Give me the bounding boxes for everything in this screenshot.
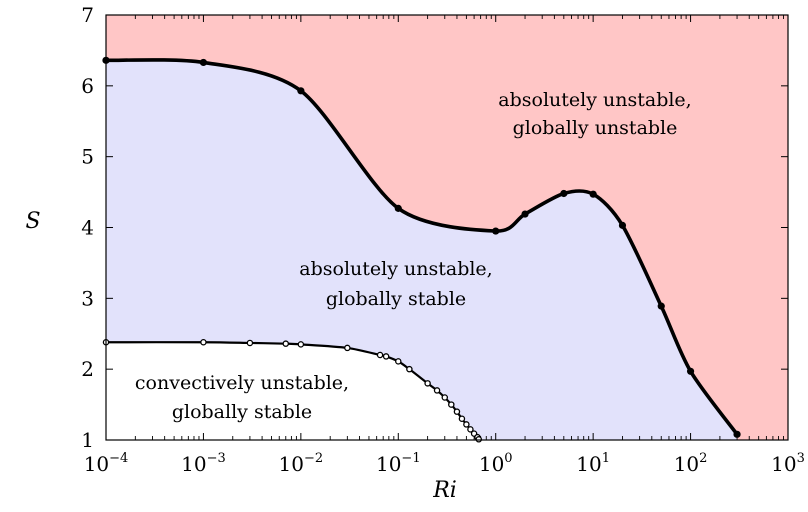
upper-data-point (560, 189, 568, 198)
x-tick-exponent: 2 (699, 451, 707, 466)
x-tick-exponent: −4 (109, 451, 128, 466)
x-tick-label: 10−1 (376, 451, 421, 476)
lower-data-point (395, 358, 402, 365)
x-tick-exponent: 1 (602, 451, 610, 466)
axis-ticks (105, 14, 789, 441)
region-convective-fill (106, 342, 479, 440)
lower-data-point (246, 339, 254, 347)
x-tick-base: 10 (771, 452, 796, 476)
y-tick-label: 7 (81, 3, 94, 27)
x-tick-exponent: 3 (797, 451, 805, 466)
lower-data-point (448, 401, 455, 408)
lower-data-point (382, 353, 390, 360)
lower-data-point (424, 380, 431, 387)
upper-data-point (618, 221, 627, 229)
upper-data-point (297, 87, 305, 95)
upper-data-point (521, 210, 529, 218)
y-tick-label: 5 (81, 145, 94, 169)
x-tick-base: 10 (479, 452, 504, 476)
upper-data-point (492, 227, 500, 235)
lower-data-point (441, 394, 449, 401)
lower-data-point (467, 426, 474, 433)
y-tick-label: 2 (81, 357, 94, 381)
lower-data-point (282, 340, 290, 347)
region-label-convective-line1: convectively unstable, (135, 372, 349, 394)
lower-data-point (297, 341, 305, 348)
x-tick-base: 10 (84, 452, 109, 476)
lower-data-point (475, 436, 483, 443)
data-markers (102, 56, 741, 443)
lower-data-point (433, 387, 441, 394)
x-tick-base: 10 (181, 452, 206, 476)
upper-data-point (657, 302, 665, 310)
region-label-convective-line2: globally stable (172, 401, 312, 423)
lower-data-point (458, 415, 466, 422)
lower-data-point (344, 344, 351, 352)
upper-data-point (589, 190, 597, 198)
upper-data-point (394, 204, 402, 212)
x-tick-base: 10 (376, 452, 401, 476)
x-axis-title: Ri (432, 478, 457, 503)
lower-data-point (453, 408, 461, 415)
x-tick-label: 102 (674, 451, 708, 476)
x-tick-label: 10−3 (181, 451, 226, 476)
region-label-stable-line2: globally stable (326, 288, 466, 310)
x-tick-label: 10−4 (84, 451, 129, 476)
y-tick-label: 3 (81, 286, 94, 310)
x-tick-base: 10 (674, 452, 699, 476)
y-tick-label: 6 (81, 74, 94, 98)
upper-data-point (733, 430, 741, 438)
x-tick-base: 10 (279, 452, 304, 476)
y-axis-title: S (25, 209, 40, 234)
x-tick-base: 10 (576, 452, 601, 476)
lower-data-point (406, 365, 413, 373)
x-tick-label: 10−2 (279, 451, 324, 476)
upper-data-point (686, 367, 695, 375)
y-tick-label: 4 (81, 216, 94, 240)
lower-data-point (200, 338, 207, 346)
x-tick-label: 103 (771, 451, 805, 476)
upper-data-point (199, 58, 208, 67)
lower-data-point (463, 421, 470, 428)
lower-data-point (376, 351, 384, 359)
region-label-stable-line1: absolutely unstable, (299, 258, 492, 280)
x-tick-exponent: −2 (304, 451, 323, 466)
x-tick-label: 101 (576, 451, 610, 476)
x-tick-exponent: 0 (504, 451, 512, 466)
x-tick-exponent: −1 (401, 451, 420, 466)
plot-frame (105, 14, 789, 441)
y-tick-label: 1 (81, 428, 94, 452)
x-tick-exponent: −3 (207, 451, 226, 466)
region-label-unstable-line1: absolutely unstable, (498, 89, 691, 111)
region-label-unstable-line2: globally unstable (513, 117, 678, 139)
x-tick-label: 100 (479, 451, 513, 476)
